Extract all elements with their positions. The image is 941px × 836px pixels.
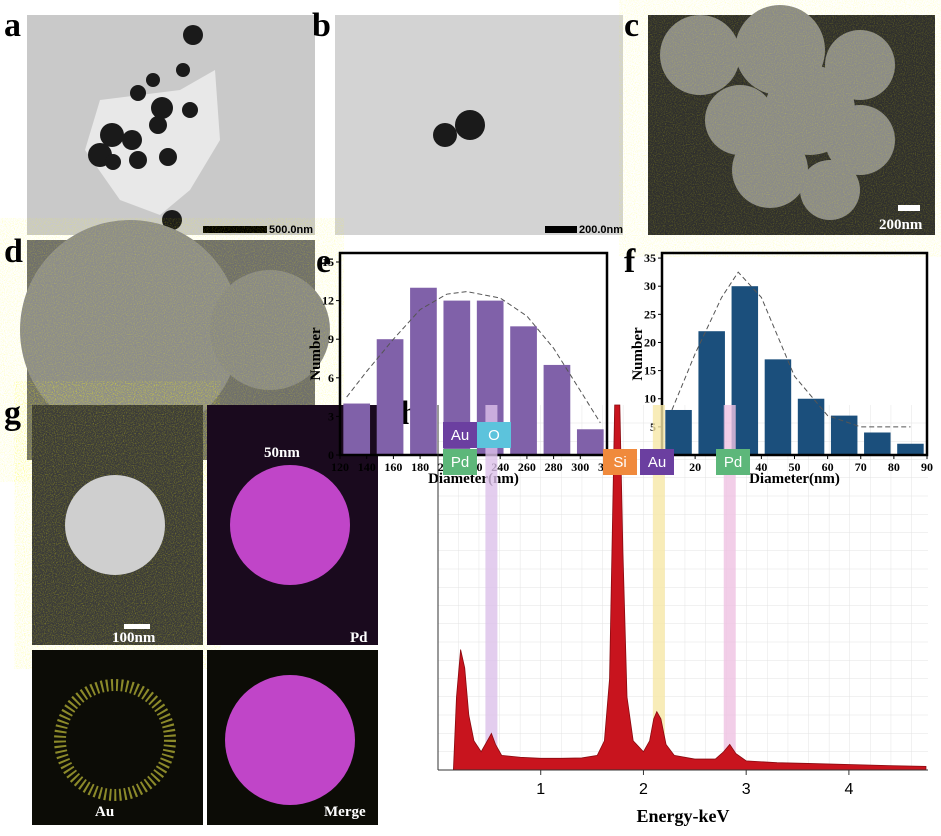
fit-curve xyxy=(346,291,601,424)
map-label: Pd xyxy=(350,630,368,646)
y-tick-label: 35 xyxy=(644,251,656,265)
scale-label: 100nm xyxy=(112,630,156,646)
x-tick-label: 2 xyxy=(639,781,648,798)
x-tick-label: 140 xyxy=(358,460,376,474)
x-tick-label: 160 xyxy=(384,460,402,474)
y-axis-label: Number xyxy=(630,327,646,381)
tem-image xyxy=(335,15,623,235)
bar xyxy=(797,398,825,455)
y-tick-label: 9 xyxy=(328,332,334,346)
element-tag-label: Pd xyxy=(724,454,742,471)
x-tick-label: 120 xyxy=(331,460,349,474)
element-tag-label: O xyxy=(488,427,500,444)
tem-image xyxy=(27,15,315,235)
element-tag-label: Pd xyxy=(451,454,469,471)
fit-curve xyxy=(671,271,911,428)
y-tick-label: 12 xyxy=(322,294,334,308)
element-tag xyxy=(640,449,674,475)
element-band xyxy=(723,405,736,770)
y-tick-label: 10 xyxy=(644,392,656,406)
x-tick-label: 300 xyxy=(571,460,589,474)
panel-label: c xyxy=(624,7,639,44)
x-tick-label: 280 xyxy=(545,460,563,474)
element-tag xyxy=(603,449,637,475)
x-tick-label: 4 xyxy=(844,781,853,798)
bar xyxy=(698,331,725,455)
x-tick-label: 60 xyxy=(822,460,834,474)
y-tick-label: 3 xyxy=(328,409,334,423)
x-tick-label: 20 xyxy=(689,460,701,474)
panel-label: a xyxy=(4,7,21,44)
y-tick-label: 15 xyxy=(322,255,334,269)
scale-label: 50nm xyxy=(264,445,300,461)
spectrum xyxy=(452,404,927,771)
y-axis-label: Number xyxy=(308,327,324,381)
bar xyxy=(665,409,692,455)
y-tick-label: 25 xyxy=(644,307,656,321)
bar xyxy=(576,429,604,455)
y-tick-label: 30 xyxy=(644,279,656,293)
element-tag-label: Si xyxy=(613,454,626,471)
bar xyxy=(897,443,924,455)
bar xyxy=(830,415,858,455)
element-band xyxy=(485,405,498,770)
panel-label: b xyxy=(312,7,331,44)
panel-label: e xyxy=(316,243,331,280)
x-axis-label: Energy-keV xyxy=(637,806,730,826)
panel-label: d xyxy=(4,233,23,270)
element-tag xyxy=(716,449,750,475)
scale-label: 500.0nm xyxy=(269,224,313,236)
bar xyxy=(376,339,404,455)
sem-image xyxy=(648,5,935,235)
y-tick-label: 0 xyxy=(328,448,334,462)
y-tick-label: 15 xyxy=(644,364,656,378)
bar xyxy=(764,359,792,455)
x-tick-label: 80 xyxy=(888,460,900,474)
y-tick-label: 6 xyxy=(328,371,334,385)
element-tag xyxy=(443,422,477,448)
x-axis-label: Diameter(nm) xyxy=(749,471,840,487)
scale-label: 200.0nm xyxy=(579,224,623,236)
y-tick-label: 20 xyxy=(644,335,656,349)
x-tick-label: 50 xyxy=(789,460,801,474)
x-tick-label: 3 xyxy=(742,781,751,798)
bar xyxy=(343,403,371,455)
bar xyxy=(410,287,437,455)
element-band xyxy=(652,405,665,770)
eds-map xyxy=(32,405,378,825)
x-tick-label: 70 xyxy=(855,460,867,474)
plot-grid xyxy=(438,405,928,770)
bar xyxy=(543,364,571,455)
panel-label: g xyxy=(4,395,21,432)
element-tag-label: Au xyxy=(648,454,666,471)
x-tick-label: 180 xyxy=(411,460,429,474)
panel-label: f xyxy=(624,243,636,280)
element-tag xyxy=(443,449,477,475)
element-tag-label: Au xyxy=(451,427,469,444)
map-label: Au xyxy=(95,804,114,820)
x-tick-label: 260 xyxy=(518,460,536,474)
x-tick-label: 40 xyxy=(755,460,767,474)
bar xyxy=(510,326,537,455)
x-tick-label: 1 xyxy=(536,781,545,798)
scale-label: 200nm xyxy=(879,217,923,233)
bar xyxy=(864,432,891,455)
x-tick-label: 90 xyxy=(921,460,933,474)
element-tag xyxy=(477,422,511,448)
map-label: Merge xyxy=(324,804,366,820)
bar xyxy=(731,286,759,455)
scale-bars: 500.0nm 200.0nm 200nm 50nm 100nm Pd Au M… xyxy=(95,217,923,820)
